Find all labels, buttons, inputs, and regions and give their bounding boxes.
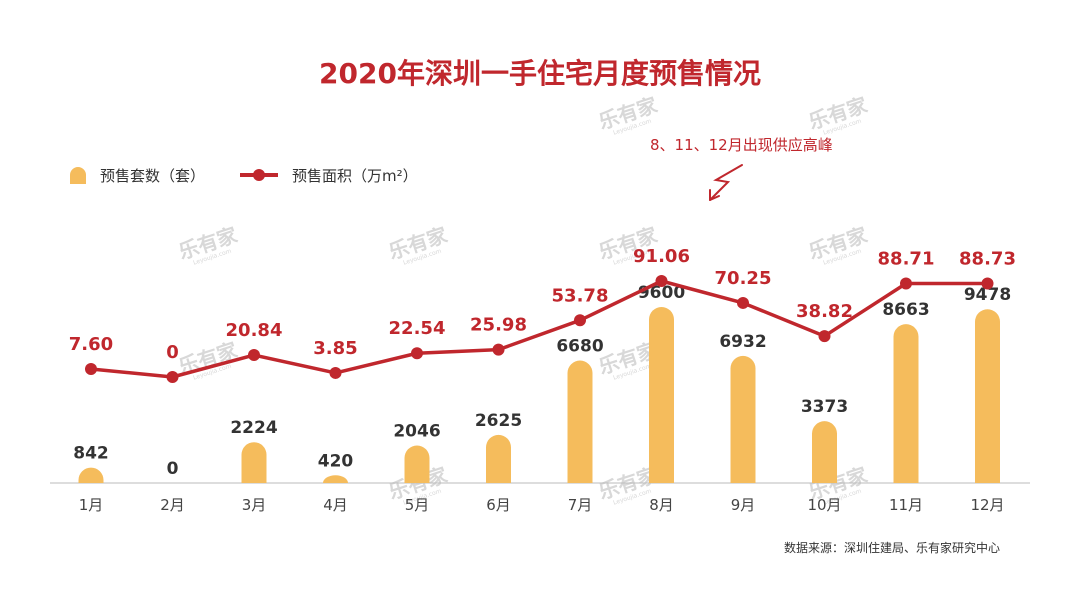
bar-label: 420: [318, 451, 354, 471]
legend-line-marker: [253, 169, 265, 181]
x-tick-label: 9月: [731, 496, 756, 514]
line-point: [85, 362, 97, 375]
bar-series: 8420222442020462625668096006932337386639…: [73, 283, 1011, 483]
x-tick-label: 3月: [242, 496, 267, 514]
x-tick-label: 7月: [568, 496, 593, 514]
bar: [567, 360, 593, 483]
line-label: 20.84: [226, 320, 283, 341]
bar: [649, 307, 674, 483]
legend-line-label: 预售面积（万m²）: [292, 167, 418, 185]
bar: [812, 421, 837, 483]
line-point: [655, 275, 668, 287]
line-series: 7.60 0 20.84 3.85 22.54 25.98 53.78 91.06 70.25 3…: [69, 246, 1016, 383]
bar: [893, 324, 919, 483]
line-label: 3.85: [313, 338, 357, 359]
x-tick-label: 4月: [323, 496, 348, 514]
bar-label: 6932: [719, 332, 766, 352]
line-label: 53.78: [552, 285, 609, 306]
line-label: 88.73: [959, 248, 1016, 269]
x-tick-label: 8月: [649, 496, 674, 514]
bar-label: 2625: [475, 411, 522, 431]
legend: 预售套数（套） 预售面积（万m²）: [70, 167, 418, 185]
bar: [730, 355, 756, 483]
x-tick-label: 1月: [79, 496, 104, 514]
legend-bar-swatch: [70, 167, 86, 184]
bar-label: 0: [167, 459, 179, 479]
line-point: [492, 343, 505, 356]
bar: [78, 467, 104, 483]
x-tick-label: 12月: [970, 496, 1004, 514]
line-label: 22.54: [389, 318, 446, 339]
line-label: 7.60: [69, 334, 113, 355]
line-point: [818, 330, 831, 343]
x-tick-label: 10月: [807, 496, 841, 514]
line-point: [981, 277, 994, 290]
bar-label: 8663: [882, 300, 929, 320]
line-point: [248, 349, 260, 362]
line-label: 25.98: [470, 315, 527, 336]
x-tick-label: 6月: [486, 496, 511, 514]
bar-label: 6680: [556, 337, 603, 357]
line-label: 0: [166, 342, 179, 363]
annotation-arrow: [709, 164, 743, 201]
bar: [241, 442, 267, 483]
line-point: [166, 371, 179, 383]
data-source: 数据来源：深圳住建局、乐有家研究中心: [784, 540, 1000, 555]
bar: [975, 309, 1000, 483]
bar: [486, 434, 511, 483]
bar-label: 2224: [230, 418, 277, 438]
x-tick-label: 5月: [405, 496, 430, 514]
x-tick-label: 2月: [160, 496, 185, 514]
line-label: 91.06: [633, 246, 690, 267]
bar-label: 842: [73, 444, 109, 464]
line-label: 88.71: [878, 248, 935, 269]
line-point: [900, 277, 912, 290]
line-label: 38.82: [796, 301, 853, 322]
line-label: 70.25: [715, 268, 772, 289]
bar: [404, 445, 430, 483]
bar-label: 3373: [801, 397, 848, 417]
legend-bars-label: 预售套数（套）: [100, 167, 205, 185]
line-point: [737, 296, 749, 309]
bar: [323, 475, 348, 483]
bar-label: 2046: [393, 421, 440, 441]
x-tick-label: 11月: [889, 496, 923, 514]
bar-label: 9478: [964, 285, 1011, 305]
line-point: [329, 366, 342, 379]
x-ticks: 1月 2月 3月 4月 5月 6月 7月 8月 9月 10月 11月 12月: [79, 496, 1005, 514]
peak-annotation: 8、11、12月出现供应高峰: [650, 136, 833, 154]
chart-title: 2020年深圳一手住宅月度预售情况: [319, 57, 761, 90]
area-line: [90, 279, 988, 379]
line-point: [411, 347, 423, 360]
line-point: [574, 314, 586, 327]
